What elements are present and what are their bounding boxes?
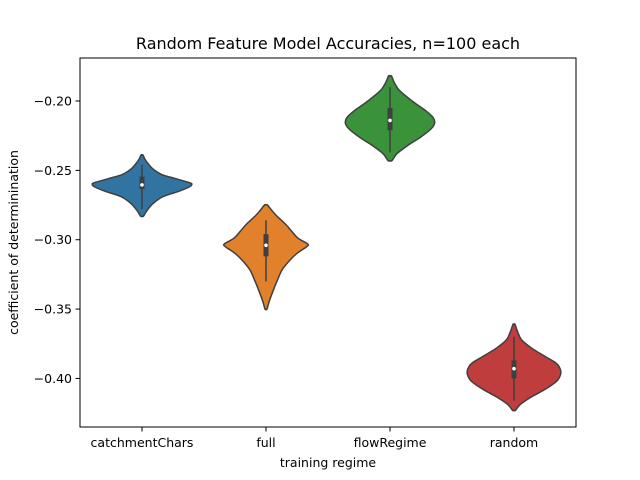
violin-flowRegime: [344, 74, 436, 162]
violin-full: [222, 203, 310, 311]
y-tick-label-4: −0.20: [34, 94, 72, 109]
violin-median-flowRegime: [388, 118, 392, 123]
violin-iqr-box-catchmentChars: [139, 176, 145, 190]
x-tick-label-full: full: [256, 435, 275, 450]
x-axis-ticks: catchmentChars full flowRegime random: [91, 427, 538, 450]
y-axis-ticks: −0.40 −0.35 −0.30 −0.25 −0.20: [34, 94, 80, 386]
chart-title: Random Feature Model Accuracies, n=100 e…: [136, 34, 520, 53]
x-tick-label-catchmentChars: catchmentChars: [91, 435, 194, 450]
violin-median-catchmentChars: [140, 183, 144, 187]
y-tick-label-2: −0.30: [34, 232, 72, 247]
y-axis-label: coefficient of determinination: [6, 150, 21, 335]
y-tick-label-3: −0.25: [34, 163, 72, 178]
violin-median-random: [512, 366, 516, 371]
violins-layer: [91, 74, 562, 412]
violin-catchmentChars: [91, 154, 193, 218]
x-axis-label: training regime: [280, 455, 377, 470]
y-tick-label-1: −0.35: [34, 302, 72, 317]
x-tick-label-random: random: [490, 435, 538, 450]
plot-frame: [79, 57, 577, 428]
y-tick-label-0: −0.40: [34, 371, 72, 386]
violin-random: [466, 323, 562, 412]
x-tick-label-flowRegime: flowRegime: [354, 435, 427, 450]
violin-median-full: [264, 243, 268, 248]
